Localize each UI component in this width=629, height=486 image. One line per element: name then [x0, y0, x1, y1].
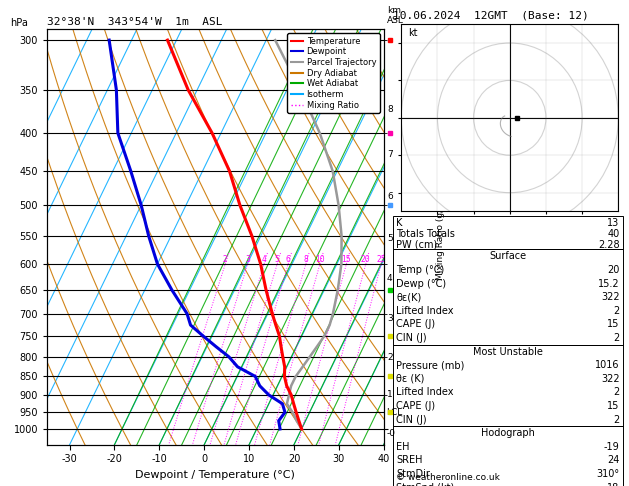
Text: 2: 2: [223, 255, 228, 264]
Text: θε (K): θε (K): [396, 374, 425, 384]
Text: StmSpd (kt): StmSpd (kt): [396, 483, 455, 486]
Text: 5: 5: [275, 255, 280, 264]
Text: 322: 322: [601, 374, 620, 384]
Text: 1: 1: [387, 390, 392, 399]
Text: EH: EH: [396, 442, 409, 452]
Text: -0: -0: [387, 429, 396, 437]
Text: LCL: LCL: [386, 408, 402, 417]
Text: 6: 6: [286, 255, 291, 264]
Text: Most Unstable: Most Unstable: [473, 347, 543, 357]
Text: km
ASL: km ASL: [387, 6, 404, 25]
Text: CAPE (J): CAPE (J): [396, 401, 435, 411]
Text: Surface: Surface: [489, 251, 526, 261]
Text: 2: 2: [613, 415, 620, 425]
Text: CAPE (J): CAPE (J): [396, 319, 435, 330]
Text: hPa: hPa: [10, 18, 28, 28]
Text: CIN (J): CIN (J): [396, 333, 427, 343]
Text: 15: 15: [342, 255, 351, 264]
Text: 4: 4: [262, 255, 267, 264]
Text: 10: 10: [315, 255, 325, 264]
Text: 5: 5: [387, 234, 392, 243]
Text: 13: 13: [608, 218, 620, 228]
Text: 310°: 310°: [596, 469, 620, 479]
Text: 8: 8: [303, 255, 308, 264]
Text: PW (cm): PW (cm): [396, 240, 438, 250]
Text: 40: 40: [608, 229, 620, 239]
Text: 25: 25: [376, 255, 386, 264]
X-axis label: Dewpoint / Temperature (°C): Dewpoint / Temperature (°C): [135, 470, 296, 480]
Text: Mixing Ratio (g/kg): Mixing Ratio (g/kg): [437, 194, 445, 280]
Text: 3: 3: [245, 255, 250, 264]
Text: 2: 2: [613, 306, 620, 316]
Text: Totals Totals: Totals Totals: [396, 229, 455, 239]
Text: 6: 6: [387, 192, 392, 201]
Text: StmDir: StmDir: [396, 469, 430, 479]
Legend: Temperature, Dewpoint, Parcel Trajectory, Dry Adiabat, Wet Adiabat, Isotherm, Mi: Temperature, Dewpoint, Parcel Trajectory…: [287, 34, 379, 113]
Text: Hodograph: Hodograph: [481, 428, 535, 438]
Text: 20: 20: [361, 255, 370, 264]
Text: 18: 18: [608, 483, 620, 486]
Text: -19: -19: [604, 442, 620, 452]
Text: 15: 15: [607, 319, 620, 330]
Text: 15.2: 15.2: [598, 278, 620, 289]
Text: 3: 3: [387, 314, 392, 323]
Text: 7: 7: [387, 150, 392, 158]
Text: 2: 2: [387, 353, 392, 362]
Text: 15: 15: [607, 401, 620, 411]
Text: Dewp (°C): Dewp (°C): [396, 278, 447, 289]
Text: 2: 2: [613, 387, 620, 398]
Text: CIN (J): CIN (J): [396, 415, 427, 425]
Text: 8: 8: [387, 105, 392, 114]
Text: Lifted Index: Lifted Index: [396, 306, 454, 316]
Text: Lifted Index: Lifted Index: [396, 387, 454, 398]
Text: 322: 322: [601, 292, 620, 302]
Text: 4: 4: [387, 274, 392, 283]
Text: θε(K): θε(K): [396, 292, 421, 302]
Text: Temp (°C): Temp (°C): [396, 265, 445, 275]
Text: SREH: SREH: [396, 455, 423, 466]
Text: K: K: [396, 218, 403, 228]
Text: 2.28: 2.28: [598, 240, 620, 250]
Text: 1016: 1016: [595, 360, 620, 370]
Text: 10.06.2024  12GMT  (Base: 12): 10.06.2024 12GMT (Base: 12): [393, 11, 589, 21]
Text: kt: kt: [409, 28, 418, 37]
Text: 2: 2: [613, 333, 620, 343]
Text: 32°38'N  343°54'W  1m  ASL: 32°38'N 343°54'W 1m ASL: [47, 17, 223, 27]
Text: 24: 24: [607, 455, 620, 466]
Text: Pressure (mb): Pressure (mb): [396, 360, 465, 370]
Text: © weatheronline.co.uk: © weatheronline.co.uk: [396, 473, 500, 482]
Text: 20: 20: [607, 265, 620, 275]
